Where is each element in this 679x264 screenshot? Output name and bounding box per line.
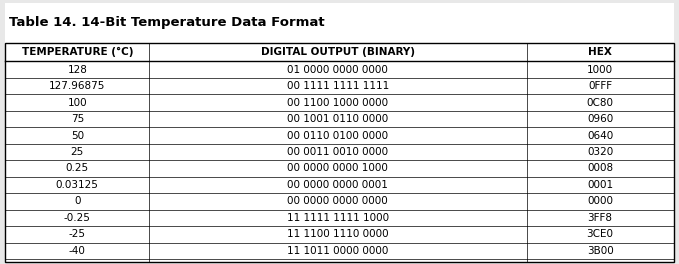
Text: TEMPERATURE (°C): TEMPERATURE (°C): [22, 47, 133, 57]
Text: 100: 100: [67, 98, 87, 108]
Text: 0.03125: 0.03125: [56, 180, 98, 190]
Text: 01 0000 0000 0000: 01 0000 0000 0000: [287, 65, 388, 75]
Bar: [5, 160, 674, 177]
Text: 127.96875: 127.96875: [49, 81, 105, 91]
Bar: [5, 193, 674, 210]
Text: 00 0000 0000 0000: 00 0000 0000 0000: [287, 196, 388, 206]
Text: 128: 128: [67, 65, 87, 75]
Text: 0: 0: [74, 196, 81, 206]
Bar: [5, 210, 674, 226]
Text: 0C80: 0C80: [587, 98, 614, 108]
Text: 0960: 0960: [587, 114, 613, 124]
Text: 00 0000 0000 0001: 00 0000 0000 0001: [287, 180, 388, 190]
Text: 75: 75: [71, 114, 84, 124]
Text: 50: 50: [71, 131, 84, 140]
Text: 00 0000 0000 1000: 00 0000 0000 1000: [287, 163, 388, 173]
Text: 00 0110 0100 0000: 00 0110 0100 0000: [287, 131, 388, 140]
Bar: [5, 43, 674, 62]
Bar: [5, 111, 674, 127]
Text: 00 0011 0010 0000: 00 0011 0010 0000: [287, 147, 388, 157]
Bar: [5, 226, 674, 243]
Text: -40: -40: [69, 246, 86, 256]
Text: 25: 25: [71, 147, 84, 157]
Text: 0.25: 0.25: [66, 163, 89, 173]
Bar: [5, 243, 674, 259]
Text: 3B00: 3B00: [587, 246, 613, 256]
Text: 1000: 1000: [587, 65, 613, 75]
Bar: [5, 43, 674, 262]
Text: Table 14. 14-Bit Temperature Data Format: Table 14. 14-Bit Temperature Data Format: [9, 16, 325, 29]
Bar: [5, 62, 674, 78]
Text: 00 1100 1000 0000: 00 1100 1000 0000: [287, 98, 388, 108]
Text: 00 1111 1111 1111: 00 1111 1111 1111: [287, 81, 389, 91]
Text: -0.25: -0.25: [64, 213, 91, 223]
Text: 3CE0: 3CE0: [587, 229, 614, 239]
Bar: [5, 95, 674, 111]
Text: 3FF8: 3FF8: [587, 213, 612, 223]
Text: 11 1011 0000 0000: 11 1011 0000 0000: [287, 246, 388, 256]
Text: 11 1111 1111 1000: 11 1111 1111 1000: [287, 213, 389, 223]
Bar: [5, 127, 674, 144]
Text: 0000: 0000: [587, 196, 613, 206]
Text: -25: -25: [69, 229, 86, 239]
Text: 11 1100 1110 0000: 11 1100 1110 0000: [287, 229, 388, 239]
Text: HEX: HEX: [588, 47, 612, 57]
Bar: [5, 78, 674, 95]
Text: 0640: 0640: [587, 131, 613, 140]
Text: 0001: 0001: [587, 180, 613, 190]
Text: 00 1001 0110 0000: 00 1001 0110 0000: [287, 114, 388, 124]
Text: 0320: 0320: [587, 147, 613, 157]
Bar: [5, 177, 674, 193]
Text: 0008: 0008: [587, 163, 613, 173]
Text: DIGITAL OUTPUT (BINARY): DIGITAL OUTPUT (BINARY): [261, 47, 415, 57]
Bar: [5, 144, 674, 160]
Text: 0FFF: 0FFF: [588, 81, 612, 91]
